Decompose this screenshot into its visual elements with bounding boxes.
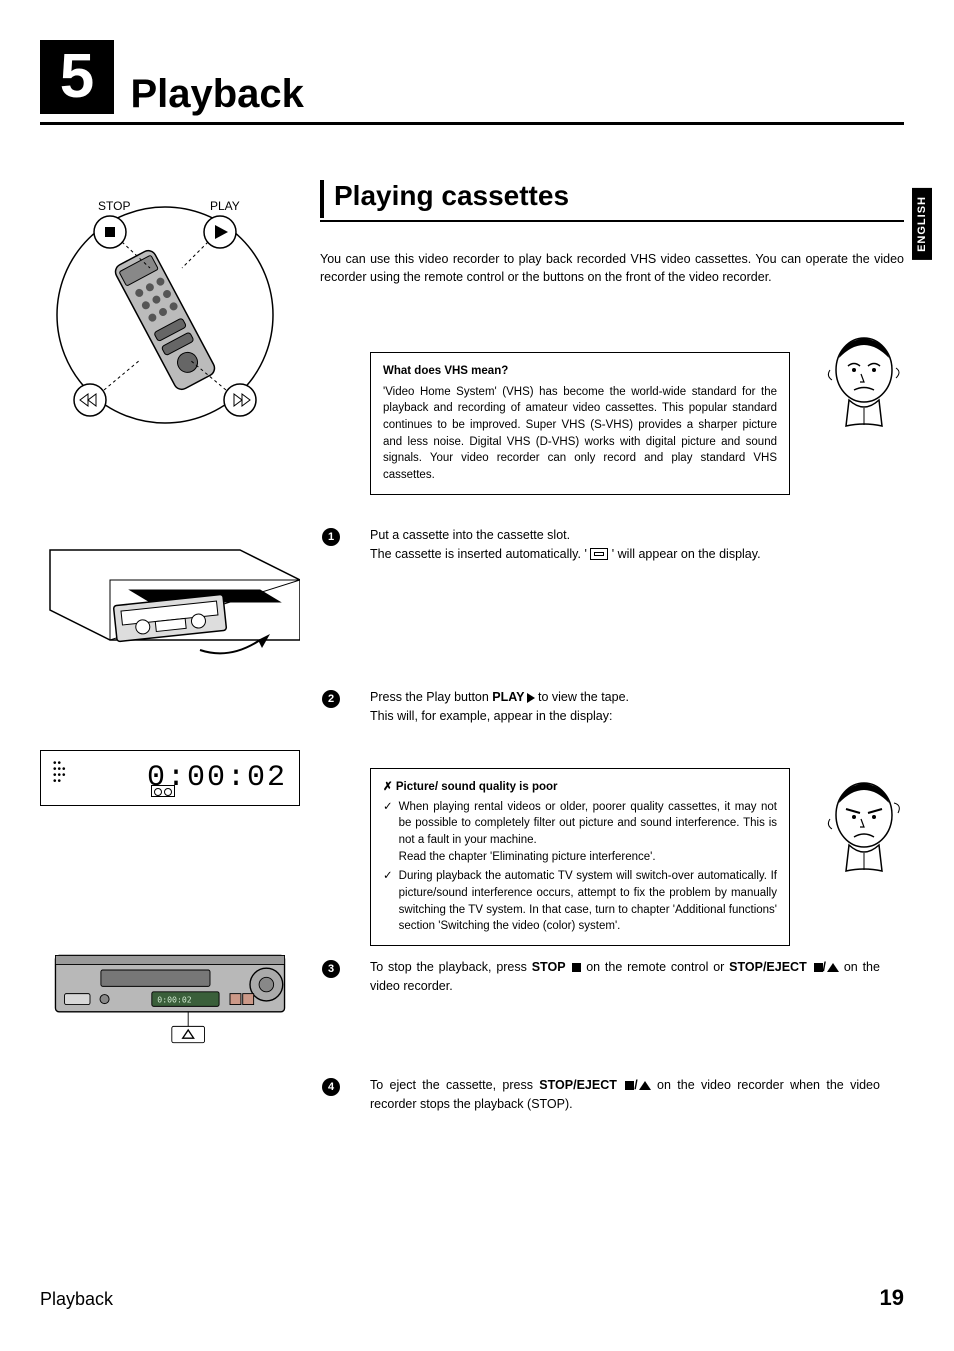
check-icon: ✓ bbox=[383, 868, 393, 935]
note-quality-item1: When playing rental videos or older, poo… bbox=[399, 801, 777, 846]
step-2-pre: Press the Play button bbox=[370, 690, 492, 704]
step-2-bullet: 2 bbox=[322, 690, 340, 708]
stop-eject-label: STOP/EJECT bbox=[539, 1078, 617, 1092]
footer-section-name: Playback bbox=[40, 1289, 113, 1310]
chapter-number-badge: 5 bbox=[40, 40, 114, 114]
play-icon bbox=[527, 693, 535, 703]
chapter-title: Playback bbox=[130, 74, 303, 114]
page-number: 19 bbox=[880, 1285, 904, 1311]
play-button-label: PLAY bbox=[210, 199, 240, 213]
step-3-text: To stop the playback, press STOP on the … bbox=[370, 958, 880, 996]
x-mark-icon: ✗ bbox=[383, 781, 396, 793]
note-vhs-body: 'Video Home System' (VHS) has become the… bbox=[383, 384, 777, 484]
step-1-line2-post: ' will appear on the display. bbox=[608, 547, 760, 561]
stop-button-label: STOP bbox=[98, 199, 130, 213]
step-1-text: Put a cassette into the cassette slot. T… bbox=[370, 526, 890, 564]
step-3-bullet: 3 bbox=[322, 960, 340, 978]
page-footer: Playback 19 bbox=[40, 1285, 904, 1311]
step-4-bullet: 4 bbox=[322, 1078, 340, 1096]
cassette-icon bbox=[590, 548, 608, 560]
step-3-pre: To stop the playback, press bbox=[370, 960, 532, 974]
note-quality-item2: During playback the automatic TV system … bbox=[399, 868, 777, 935]
stop-icon bbox=[625, 1081, 634, 1090]
note-vhs-title: What does VHS mean? bbox=[383, 363, 777, 380]
language-tab: ENGLISH bbox=[912, 188, 932, 260]
intro-paragraph: You can use this video recorder to play … bbox=[320, 250, 904, 286]
stop-icon bbox=[572, 963, 581, 972]
step-1-bullet: 1 bbox=[322, 528, 340, 546]
chapter-rule bbox=[40, 122, 904, 125]
step-1-line1: Put a cassette into the cassette slot. bbox=[370, 528, 570, 542]
annoyed-face-icon bbox=[824, 775, 904, 885]
step-2-line2: This will, for example, appear in the di… bbox=[370, 709, 612, 723]
note-quality-title: Picture/ sound quality is poor bbox=[396, 781, 558, 793]
stop-eject-label: STOP/EJECT bbox=[729, 960, 807, 974]
cassette-insert-illustration bbox=[40, 540, 300, 660]
section-title: Playing cassettes bbox=[320, 180, 904, 218]
note-quality-item1b: Read the chapter 'Eliminating picture in… bbox=[399, 851, 656, 863]
stop-label: STOP bbox=[532, 960, 566, 974]
confused-face-icon bbox=[824, 330, 904, 440]
svg-text:0:00:02: 0:00:02 bbox=[157, 995, 192, 1005]
note-vhs-box: What does VHS mean? 'Video Home System' … bbox=[370, 352, 790, 495]
step-4-pre: To eject the cassette, press bbox=[370, 1078, 539, 1092]
step-3-mid: on the remote control or bbox=[586, 960, 729, 974]
stop-icon bbox=[814, 963, 823, 972]
display-dots-icon: •••••••••• bbox=[53, 761, 67, 785]
check-icon: ✓ bbox=[383, 799, 393, 866]
display-time: 0:00:02 bbox=[147, 761, 287, 795]
step-2-text: Press the Play button PLAY to view the t… bbox=[370, 688, 890, 726]
vcr-unit-illustration: 0:00:02 bbox=[40, 950, 300, 1050]
play-label: PLAY bbox=[492, 690, 524, 704]
vcr-display-illustration: •••••••••• 0:00:02 bbox=[40, 750, 300, 806]
chapter-header: 5 Playback bbox=[40, 40, 904, 125]
section-heading: Playing cassettes bbox=[320, 180, 904, 222]
step-2-post: to view the tape. bbox=[538, 690, 629, 704]
eject-icon bbox=[827, 963, 839, 972]
step-4-text: To eject the cassette, press STOP/EJECT … bbox=[370, 1076, 880, 1114]
eject-icon bbox=[639, 1081, 651, 1090]
remote-control-illustration: STOP PLAY bbox=[50, 190, 280, 440]
note-quality-box: ✗ Picture/ sound quality is poor ✓ When … bbox=[370, 768, 790, 946]
step-1-line2-pre: The cassette is inserted automatically. … bbox=[370, 547, 590, 561]
section-rule bbox=[320, 220, 904, 222]
